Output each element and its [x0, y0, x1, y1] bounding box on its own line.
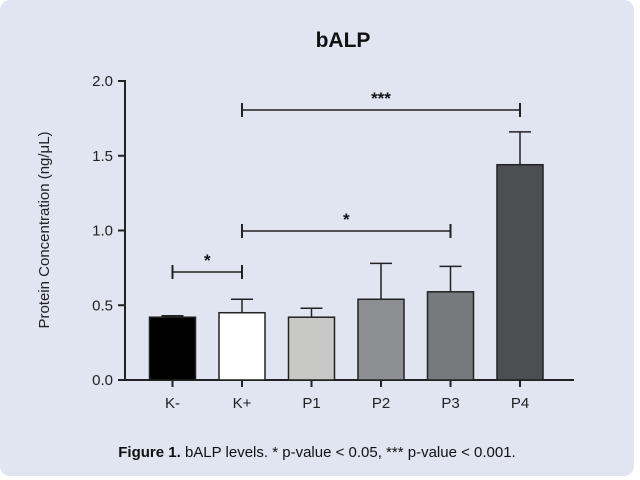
- bar-chart: bALP Protein Concentration (ng/μL) 0.00.…: [36, 29, 574, 412]
- y-tick-label: 0.0: [92, 372, 113, 389]
- bar: [357, 298, 405, 381]
- significance-brackets: *****: [171, 89, 521, 279]
- x-tick-label: K+: [233, 395, 252, 412]
- bar: [148, 316, 197, 381]
- bar: [496, 163, 544, 381]
- significance-label: *: [204, 251, 211, 270]
- bar: [218, 311, 266, 381]
- x-tick-label: P4: [511, 395, 529, 412]
- bar: [426, 291, 475, 381]
- axes: 0.0 0.5 1.0 1.5 2.0 K- K+ P1 P2 P3 P4: [92, 73, 574, 412]
- caption-label: Figure 1.: [118, 444, 181, 461]
- y-tick-label: 2.0: [92, 73, 113, 90]
- chart-title: bALP: [316, 29, 371, 52]
- significance-label: ***: [371, 89, 391, 108]
- y-tick-label: 1.0: [92, 223, 113, 240]
- figure-caption: Figure 1. bALP levels. * p-value < 0.05,…: [0, 444, 634, 461]
- x-tick-label: P1: [302, 395, 320, 412]
- caption-text: bALP levels. * p-value < 0.05, *** p-val…: [180, 444, 516, 461]
- x-tick-label: P2: [372, 395, 390, 412]
- significance-label: *: [343, 210, 350, 229]
- bar: [287, 316, 336, 381]
- x-tick-label: P3: [441, 395, 459, 412]
- bars-group: [148, 131, 544, 381]
- y-tick-label: 1.5: [92, 148, 113, 165]
- y-tick-label: 0.5: [92, 297, 113, 314]
- x-tick-label: K-: [165, 395, 180, 412]
- y-axis-label: Protein Concentration (ng/μL): [36, 131, 53, 328]
